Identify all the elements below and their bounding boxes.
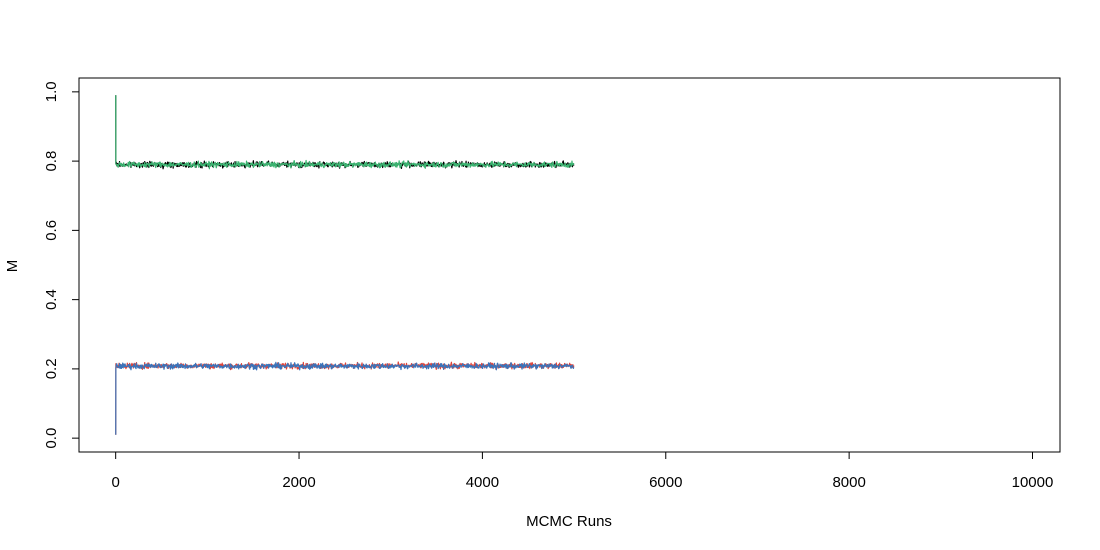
- trace-series-1: [115, 95, 575, 170]
- series-layer: [115, 95, 575, 435]
- trace-series-2: [115, 95, 575, 170]
- x-tick-label: 2000: [282, 474, 315, 491]
- y-axis-label: M: [4, 260, 21, 273]
- x-axis: 0 2000 4000 6000 8000 10000: [112, 451, 1054, 491]
- x-tick-label: 0: [112, 474, 120, 491]
- x-tick-label: 4000: [466, 474, 499, 491]
- trace-series-3: [115, 361, 575, 435]
- plot-frame: [78, 77, 1061, 453]
- y-tick-label: 0.6: [43, 220, 60, 241]
- y-tick-label: 1.0: [43, 81, 60, 102]
- x-tick-label: 6000: [649, 474, 682, 491]
- x-axis-label: MCMC Runs: [526, 513, 612, 530]
- y-tick-label: 0.8: [43, 151, 60, 172]
- y-tick-label: 0.0: [43, 428, 60, 449]
- y-tick-label: 0.4: [43, 289, 60, 310]
- y-tick-label: 0.2: [43, 358, 60, 379]
- x-tick-label: 10000: [1012, 474, 1054, 491]
- y-axis: 0.0 0.2 0.4 0.6 0.8 1.0: [43, 81, 80, 449]
- trace-series-4: [115, 361, 575, 435]
- x-tick-label: 8000: [832, 474, 865, 491]
